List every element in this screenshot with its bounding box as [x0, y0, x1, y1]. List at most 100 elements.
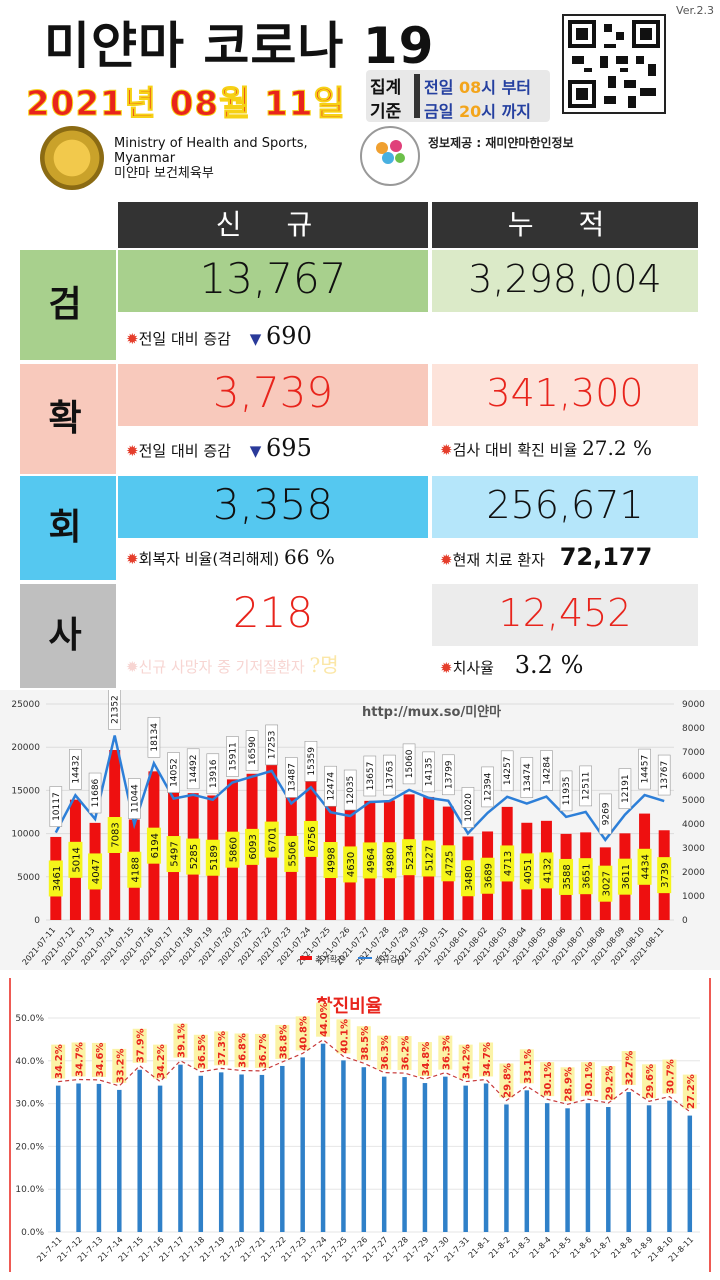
confirmed-value-label: 5285 — [189, 844, 200, 869]
period-line-1: 전일 08시 부터 — [424, 78, 532, 97]
rate-label-bg — [397, 1036, 412, 1071]
period-label-bottom: 기준 — [370, 102, 402, 122]
confirmed-label-bg — [186, 838, 201, 875]
confirmed-value-label: 4980 — [385, 848, 396, 873]
confirmed-label-bg — [205, 839, 220, 876]
rate-bar — [504, 1104, 509, 1232]
rate-value-label: 34.2% — [156, 1044, 167, 1079]
tests-value-label: 9269 — [601, 802, 611, 825]
rate-bar — [667, 1100, 672, 1232]
ministry-name: Ministry of Health and Sports, Myanmar 미… — [114, 136, 308, 181]
tests-label-bg — [402, 743, 416, 785]
confirmed-label-bg — [362, 842, 377, 879]
rate-value-label: 30.7% — [665, 1059, 676, 1094]
tests-label-bg — [638, 748, 651, 790]
tests-value-label: 13474 — [523, 763, 533, 792]
rate-label-bg — [662, 1059, 677, 1094]
tests-value-label: 14492 — [189, 754, 199, 783]
rate-label-bg — [601, 1066, 616, 1101]
tests-label-bg — [481, 766, 494, 808]
rate-value-label: 33.2% — [115, 1049, 126, 1084]
confirmed-value-label: 6093 — [248, 834, 259, 859]
tests-label-bg — [520, 757, 534, 798]
right-tick-label: 0 — [682, 916, 688, 926]
right-tick-label: 4000 — [682, 820, 705, 830]
rate-label-bg — [91, 1042, 106, 1077]
y-tick-label: 50.0% — [15, 1014, 44, 1024]
confirmed-value-label: 4630 — [346, 852, 357, 877]
tests-label-bg — [599, 793, 612, 835]
right-tick-label: 2000 — [682, 868, 705, 878]
rate-label-bg — [682, 1074, 697, 1109]
rate-bar — [76, 1083, 81, 1232]
y-tick-label: 10.0% — [15, 1185, 44, 1195]
right-tick-label: 6000 — [682, 772, 705, 782]
tests-value-label: 14284 — [542, 756, 552, 785]
rate-value-label: 40.8% — [299, 1016, 310, 1051]
ministry-seal-icon — [40, 126, 104, 190]
rate-value-label: 27.2% — [686, 1074, 697, 1109]
rate-bar — [218, 1072, 224, 1232]
tests-value-label: 12191 — [621, 774, 631, 803]
rate-value-label: 32.7% — [625, 1051, 636, 1086]
y-tick-label: 40.0% — [15, 1057, 44, 1067]
rate-label-bg — [642, 1064, 657, 1099]
report-date: 2021년 08월 11일 — [26, 84, 346, 125]
row-label-confirmed: 확 진 — [20, 364, 116, 549]
confirmed-value-label: 3689 — [484, 863, 495, 888]
rate-bar — [96, 1083, 102, 1232]
right-tick-label: 7000 — [682, 748, 705, 758]
confirmed-label-bg — [382, 842, 397, 879]
positivity-rate: ✹검사 대비 확진 비율 27.2 % — [440, 432, 698, 468]
rate-value-label: 29.8% — [502, 1063, 513, 1098]
tests-value-label: 16590 — [248, 736, 258, 765]
tests-value-label: 11686 — [91, 778, 101, 807]
right-tick-label: 1000 — [682, 892, 705, 902]
legend-confirmed-swatch — [300, 956, 312, 960]
confirmed-value-label: 5189 — [209, 845, 220, 870]
confirmed-label-bg — [441, 845, 456, 882]
rate-value-label: 37.9% — [136, 1028, 147, 1063]
tests-value-label: 17253 — [268, 731, 278, 760]
confirmed-new-value: 3,739 — [118, 364, 428, 426]
confirmed-value-label: 3027 — [601, 871, 612, 896]
tests-label-bg — [265, 724, 278, 766]
period-label-top: 집계 — [370, 78, 402, 98]
rate-label-bg — [519, 1049, 534, 1084]
rate-bar — [524, 1090, 530, 1232]
rate-label-bg — [540, 1062, 555, 1097]
rate-label-bg — [580, 1062, 595, 1097]
rate-value-label: 34.2% — [462, 1044, 473, 1079]
left-tick-label: 0 — [34, 916, 40, 926]
y-tick-label: 30.0% — [15, 1100, 44, 1110]
confirmed-label-bg — [166, 836, 181, 873]
rate-value-label: 36.2% — [401, 1036, 412, 1071]
tests-label-bg — [540, 750, 553, 791]
tests-value-label: 11935 — [562, 777, 572, 806]
confirmed-value-label: 4132 — [542, 858, 553, 883]
qr-code-icon[interactable] — [562, 14, 666, 114]
rate-bar — [280, 1065, 285, 1232]
tests-value-label: 13799 — [444, 760, 454, 789]
confirmed-value-label: 3480 — [464, 866, 475, 891]
confirmed-label-bg — [107, 817, 122, 854]
period-divider — [414, 74, 420, 118]
rate-value-label: 33.1% — [523, 1049, 534, 1084]
tests-label-bg — [285, 757, 298, 798]
rate-label-bg — [316, 1002, 331, 1037]
confirmed-label-bg — [657, 857, 672, 894]
rate-label-bg — [71, 1042, 86, 1077]
fatality-rate: ✹치사율 3.2 % — [440, 650, 698, 684]
confirmed-value-label: 3588 — [562, 864, 573, 889]
deaths-total-value: 12,452 — [432, 584, 698, 646]
confirmed-label-bg — [88, 853, 103, 890]
rate-label-bg — [458, 1044, 473, 1079]
tests-value-label: 18134 — [150, 723, 160, 752]
confirmed-label-bg — [48, 860, 63, 897]
confirmed-label-bg — [127, 851, 142, 888]
tests-label-bg — [108, 690, 121, 730]
rate-value-label: 44.0% — [319, 1002, 330, 1037]
tests-label-bg — [49, 786, 63, 827]
rate-value-label: 36.8% — [238, 1033, 249, 1068]
tests-value-label: 10020 — [464, 793, 474, 822]
